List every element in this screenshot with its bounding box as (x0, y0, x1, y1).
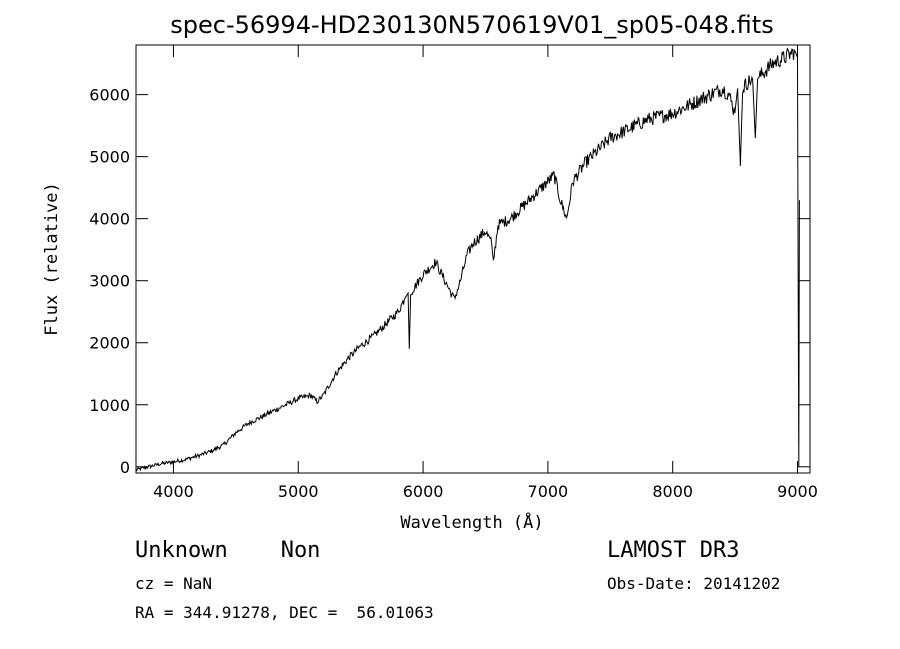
redshift-cz: cz = NaN (135, 574, 213, 593)
plot-frame (135, 44, 811, 474)
x-tick-label: 8000 (652, 482, 693, 501)
chart-title: spec-56994-HD230130N570619V01_sp05-048.f… (170, 11, 773, 39)
y-tick-label: 1000 (89, 396, 130, 415)
x-axis: 4000 5000 6000 7000 8000 9000 (153, 45, 818, 501)
survey-label: LAMOST DR3 (607, 538, 740, 563)
y-tick-label: 0 (120, 458, 130, 477)
x-axis-label: Wavelength (Å) (400, 511, 543, 533)
ra-dec: RA = 344.91278, DEC = 56.01063 (135, 603, 434, 622)
x-tick-label: 6000 (403, 482, 444, 501)
y-tick-label: 2000 (89, 334, 130, 353)
x-tick-label: 9000 (777, 482, 818, 501)
y-axis: 0 1000 2000 3000 4000 5000 6000 (89, 86, 810, 477)
y-axis-label: Flux (relative) (42, 182, 62, 336)
x-tick-label: 5000 (278, 482, 319, 501)
spectrum-line (135, 47, 800, 472)
y-tick-label: 4000 (89, 210, 130, 229)
x-tick-label: 4000 (153, 482, 194, 501)
object-name: Unknown Non (135, 538, 321, 563)
y-tick-label: 5000 (89, 148, 130, 167)
obs-date: Obs-Date: 20141202 (607, 574, 781, 593)
y-tick-label: 6000 (89, 86, 130, 105)
y-tick-label: 3000 (89, 272, 130, 291)
x-tick-label: 7000 (528, 482, 569, 501)
